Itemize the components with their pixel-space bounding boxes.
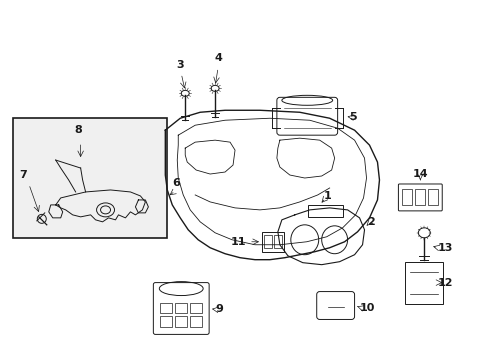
Text: 3: 3 — [176, 60, 183, 71]
Text: 10: 10 — [359, 302, 374, 312]
Text: 12: 12 — [436, 278, 452, 288]
Bar — [190, 316, 202, 328]
Text: 14: 14 — [412, 169, 427, 179]
Bar — [414, 189, 425, 205]
Bar — [13, 118, 167, 238]
Text: 1: 1 — [323, 191, 331, 201]
Text: 8: 8 — [75, 125, 82, 135]
Bar — [402, 189, 411, 205]
Text: 2: 2 — [367, 217, 374, 227]
Bar — [273, 235, 281, 248]
Text: 11: 11 — [230, 237, 245, 247]
Bar — [262, 232, 283, 252]
Text: 13: 13 — [436, 243, 452, 253]
Text: 6: 6 — [172, 178, 180, 188]
Bar — [190, 302, 202, 314]
Text: 9: 9 — [215, 305, 223, 315]
Bar — [405, 262, 442, 303]
Bar — [307, 205, 342, 217]
Bar — [427, 189, 437, 205]
Bar — [160, 302, 172, 314]
Text: 7: 7 — [19, 170, 27, 180]
Bar — [160, 316, 172, 328]
Text: 5: 5 — [349, 112, 357, 122]
Bar — [264, 235, 271, 248]
Text: 4: 4 — [214, 54, 222, 63]
Bar — [175, 302, 187, 314]
Bar — [175, 316, 187, 328]
